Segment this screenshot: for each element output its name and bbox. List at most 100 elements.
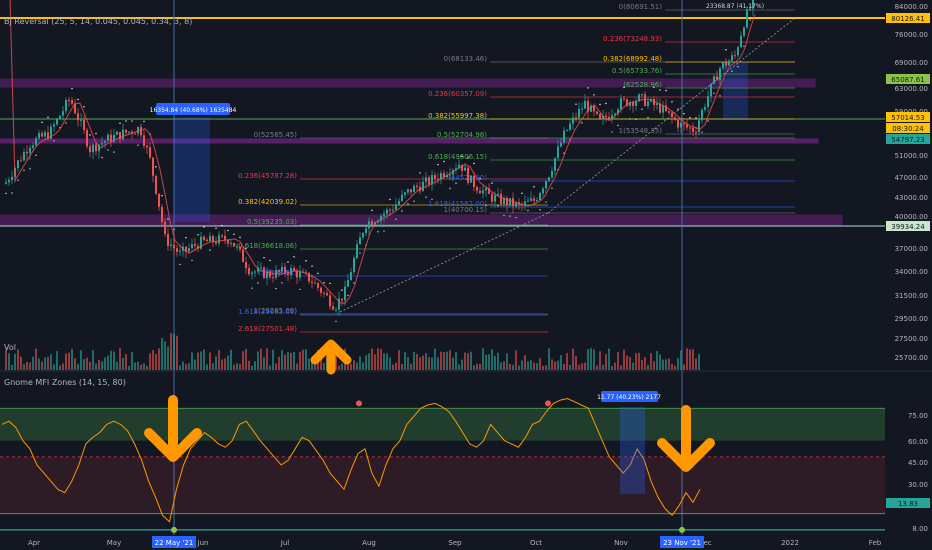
candle-body [134, 133, 136, 135]
volume-bar [560, 355, 562, 370]
psar-dot [425, 196, 427, 198]
volume-bar [161, 338, 163, 370]
candle-body [524, 201, 526, 205]
volume-bar [275, 363, 277, 370]
candle-body [476, 187, 478, 191]
volume-bar [62, 363, 64, 370]
price-pane[interactable]: 0(52565.45) 0.236(45787.28) 0.382(42039.02… [0, 0, 885, 535]
candle-body [470, 175, 472, 183]
candle-body [5, 182, 7, 184]
candle-body [158, 193, 160, 207]
volume-bar [575, 355, 577, 370]
candle-body [62, 111, 64, 116]
psar-dot [131, 120, 133, 122]
volume-bar [65, 353, 67, 370]
candle-body [722, 62, 724, 69]
volume-bar [587, 349, 589, 370]
candle-body [65, 99, 67, 112]
volume-bar [542, 365, 544, 370]
volume-bar [683, 364, 685, 370]
candle-body [269, 271, 271, 278]
candle-body [458, 164, 460, 169]
volume-bar [425, 353, 427, 370]
volume-bar [578, 364, 580, 370]
volume-bar [38, 358, 40, 370]
candle-body [695, 131, 697, 133]
price-tick-label: 43000.00 [895, 194, 928, 202]
psar-dot [197, 234, 199, 236]
volume-bar [179, 365, 181, 370]
psar-dot [449, 187, 451, 190]
psar-dot [275, 287, 277, 290]
volume-bar [224, 358, 226, 370]
candle-body [281, 266, 283, 272]
candle-body [734, 55, 736, 57]
support-zone-2 [0, 214, 843, 227]
price-tag [886, 123, 930, 133]
candle-body [473, 175, 475, 188]
volume-bar [200, 351, 202, 370]
candle-body [692, 127, 694, 132]
candle-body [212, 235, 214, 242]
fib-level-label: (32598.51) [258, 269, 297, 277]
psar-dot [527, 209, 529, 212]
volume-bar [194, 359, 196, 370]
volume-bar [122, 357, 124, 370]
candle-body [344, 286, 346, 301]
candle-body [749, 8, 751, 10]
psar-dot [95, 132, 97, 135]
volume-bar [461, 359, 463, 370]
candle-body [410, 189, 412, 193]
fib-level-label: 0.382(42039.02) [238, 198, 297, 206]
candle-body [560, 142, 562, 147]
volume-bar [455, 352, 457, 370]
candle-body [356, 244, 358, 258]
volume-bar [341, 363, 343, 370]
candle-body [539, 193, 541, 201]
price-tag [886, 134, 930, 144]
candle-body [305, 271, 307, 273]
time-tick-label: Jun [197, 539, 209, 547]
candle-body [632, 102, 634, 106]
volume-bar [356, 362, 358, 370]
volume-bar [197, 352, 199, 370]
candle-body [500, 193, 502, 204]
volume-bar [131, 352, 133, 370]
psar-dot [461, 155, 463, 157]
down-arrow-icon [657, 405, 715, 472]
psar-dot [317, 272, 319, 274]
fib-level-label: 0.618(49606.15) [428, 153, 487, 161]
candle-body [251, 272, 253, 275]
volume-bar [218, 349, 220, 370]
psar-dot [443, 160, 445, 163]
psar-dot [539, 209, 541, 211]
price-tick-label: 27500.00 [895, 335, 928, 343]
volume-bar [503, 361, 505, 370]
chart-title: BJ Reversal (25, 5, 14, 0.045, 0.045, 0.… [4, 17, 192, 26]
volume-bar [98, 359, 100, 370]
price-tag [886, 74, 930, 84]
candle-body [605, 115, 607, 117]
candle-body [233, 242, 235, 247]
volume-bar [545, 365, 547, 370]
volume-bar [692, 349, 694, 370]
psar-dot [521, 192, 523, 195]
candle-body [278, 270, 280, 272]
volume-bar [518, 365, 520, 370]
candle-body [179, 250, 181, 252]
volume-bar [623, 349, 625, 370]
date-flag [152, 536, 196, 548]
psar-dot [479, 178, 481, 180]
candle-body [677, 119, 679, 128]
oscillator-pane[interactable] [0, 397, 885, 533]
candle-body [296, 270, 298, 278]
measure-callout-label: 16354.84 (40.68%) 1635484 [150, 107, 237, 114]
candle-body [347, 280, 349, 287]
volume-bar [374, 354, 376, 370]
candle-body [653, 98, 655, 105]
candle-body [143, 135, 145, 146]
volume-bar [680, 350, 682, 370]
candle-body [590, 105, 592, 112]
